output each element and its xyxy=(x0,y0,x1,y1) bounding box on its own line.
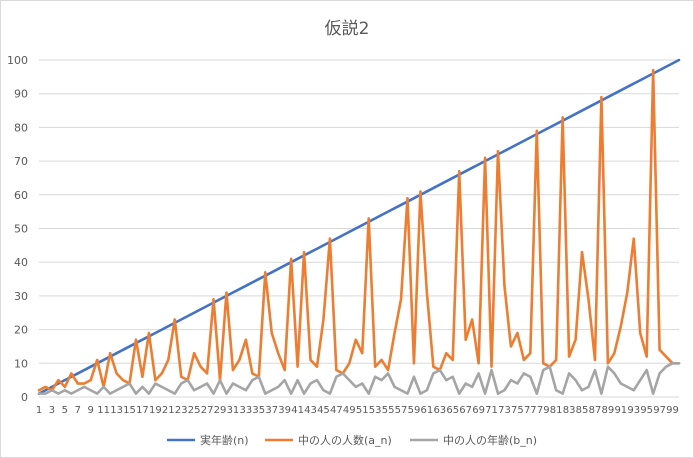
series-line-3 xyxy=(37,361,681,395)
legend-label-2: 中の人の人数(a_n) xyxy=(298,434,392,447)
x-tick-label: 81 xyxy=(550,405,563,416)
x-tick-label: 55 xyxy=(382,405,395,416)
x-tick-label: 7 xyxy=(75,405,81,416)
x-tick-label: 29 xyxy=(214,405,227,416)
x-tick-label: 33 xyxy=(240,405,253,416)
x-tick-label: 93 xyxy=(627,405,640,416)
y-tick-label: 40 xyxy=(14,256,28,269)
series-line-2 xyxy=(37,68,681,392)
legend-label-1: 実年齢(n) xyxy=(200,433,249,447)
x-tick-label: 69 xyxy=(472,405,485,416)
y-tick-label: 0 xyxy=(21,391,28,404)
x-tick-label: 77 xyxy=(524,405,537,416)
x-tick-label: 97 xyxy=(653,405,666,416)
x-tick-label: 9 xyxy=(88,405,94,416)
legend: 実年齢(n) 中の人の人数(a_n) 中の人の年齢(b_n) xyxy=(167,433,537,447)
x-tick-label: 47 xyxy=(330,405,343,416)
x-tick-label: 19 xyxy=(149,405,162,416)
x-tick-label: 5 xyxy=(62,405,68,416)
x-tick-label: 89 xyxy=(602,405,615,416)
x-tick-label: 99 xyxy=(666,405,679,416)
x-tick-label: 57 xyxy=(395,405,408,416)
x-tick-label: 87 xyxy=(589,405,602,416)
x-tick-label: 73 xyxy=(498,405,511,416)
y-axis-tick-labels: 0 10 20 30 40 50 60 70 80 90 100 xyxy=(7,54,28,404)
x-tick-label: 15 xyxy=(123,405,136,416)
series-line-1 xyxy=(37,58,681,395)
x-tick-label: 1 xyxy=(36,405,42,416)
x-tick-label: 17 xyxy=(136,405,149,416)
x-tick-label: 83 xyxy=(563,405,576,416)
x-tick-label: 13 xyxy=(110,405,123,416)
x-tick-label: 91 xyxy=(614,405,627,416)
x-tick-label: 67 xyxy=(459,405,472,416)
x-tick-label: 95 xyxy=(640,405,653,416)
x-tick-label: 85 xyxy=(576,405,589,416)
x-tick-label: 59 xyxy=(408,405,421,416)
x-tick-label: 79 xyxy=(537,405,550,416)
y-tick-label: 70 xyxy=(14,155,28,168)
x-tick-label: 51 xyxy=(356,405,369,416)
x-tick-label: 45 xyxy=(317,405,330,416)
y-tick-label: 30 xyxy=(14,290,28,303)
x-tick-label: 35 xyxy=(252,405,265,416)
x-tick-label: 39 xyxy=(278,405,291,416)
x-tick-label: 71 xyxy=(485,405,498,416)
y-tick-label: 50 xyxy=(14,223,28,236)
y-tick-label: 100 xyxy=(7,54,28,67)
y-tick-label: 20 xyxy=(14,324,28,337)
x-tick-label: 27 xyxy=(201,405,214,416)
x-tick-label: 3 xyxy=(49,405,55,416)
x-tick-label: 11 xyxy=(97,405,110,416)
y-tick-label: 10 xyxy=(14,357,28,370)
x-tick-label: 49 xyxy=(343,405,356,416)
x-tick-label: 23 xyxy=(175,405,188,416)
x-tick-label: 53 xyxy=(369,405,382,416)
y-tick-label: 60 xyxy=(14,189,28,202)
x-tick-label: 31 xyxy=(227,405,240,416)
x-tick-label: 41 xyxy=(291,405,304,416)
x-tick-label: 65 xyxy=(446,405,459,416)
y-tick-label: 90 xyxy=(14,88,28,101)
x-tick-label: 75 xyxy=(511,405,524,416)
y-tick-label: 80 xyxy=(14,121,28,134)
legend-label-3: 中の人の年齢(b_n) xyxy=(443,433,537,447)
x-tick-label: 43 xyxy=(304,405,317,416)
series-lines xyxy=(37,58,681,395)
x-tick-label: 37 xyxy=(265,405,278,416)
chart-title: 仮説2 xyxy=(325,19,370,39)
x-tick-label: 61 xyxy=(421,405,434,416)
x-tick-label: 25 xyxy=(188,405,201,416)
x-axis-tick-labels: 1 3 5 7 9 11 13 15 17 19 21 23 25 27 29 31 33 35 37 39 41 43 4… xyxy=(36,405,679,416)
x-tick-label: 63 xyxy=(433,405,446,416)
x-tick-label: 21 xyxy=(162,405,175,416)
